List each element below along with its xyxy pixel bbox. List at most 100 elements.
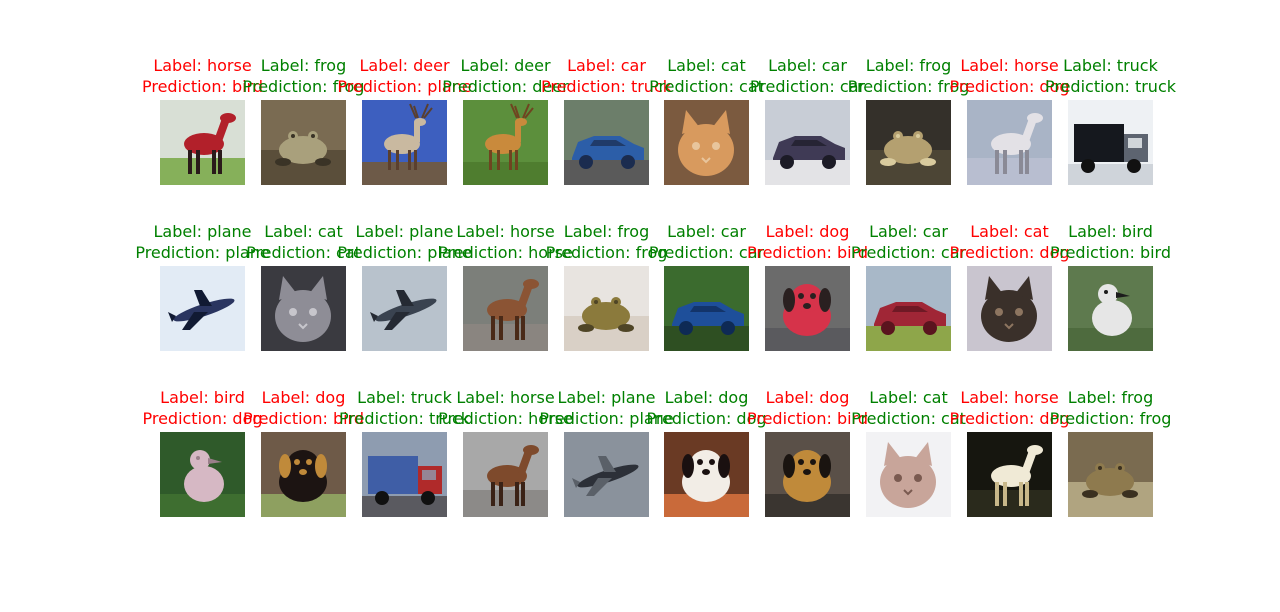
grid-cell: Label: dog Prediction: bird [243,388,364,517]
grid-cell: Label: cat Prediction: cat [851,388,966,517]
label-text: Label: frog [865,56,952,75]
thumbnail-image [967,266,1052,351]
label-text: Label: plane [557,388,656,407]
grid-cell: Label: truck Prediction: truck [1045,56,1176,185]
thumbnail-image [967,100,1052,185]
prediction-text: Prediction: truck [540,77,673,96]
thumbnail-image [160,266,245,351]
label-text: Label: horse [456,222,555,241]
grid-cell: Label: plane Prediction: plane [539,388,674,517]
label-text: Label: car [768,56,847,75]
label-text: Label: cat [970,222,1049,241]
thumbnail-image [362,266,447,351]
thumbnail-image [664,100,749,185]
prediction-text: Prediction: dog [949,409,1070,428]
thumbnail-image [765,432,850,517]
grid-cell: Label: horse Prediction: bird [142,56,263,185]
label-text: Label: deer [460,56,551,75]
prediction-text: Prediction: bird [746,243,869,262]
thumbnail-image [564,266,649,351]
prediction-text: Prediction: frog [545,243,668,262]
thumbnail-image [463,100,548,185]
prediction-text: Prediction: deer [442,77,569,96]
label-text: Label: horse [960,388,1059,407]
thumbnail-image [362,432,447,517]
thumbnail-image [765,100,850,185]
prediction-text: Prediction: dog [949,243,1070,262]
label-text: Label: car [567,56,646,75]
grid-cell: Label: dog Prediction: bird [747,222,868,351]
grid-cell: Label: car Prediction: car [750,56,865,185]
grid-cell: Label: bird Prediction: dog [142,388,263,517]
prediction-text: Prediction: truck [1044,77,1177,96]
grid-cell: Label: horse Prediction: horse [438,222,573,351]
prediction-text: Prediction: plane [337,243,472,262]
label-text: Label: plane [355,222,454,241]
prediction-text: Prediction: plane [539,409,674,428]
grid-cell: Label: frog Prediction: frog [546,222,667,351]
grid-cell: Label: frog Prediction: frog [243,56,364,185]
thumbnail-image [1068,266,1153,351]
label-text: Label: cat [667,56,746,75]
label-text: Label: frog [563,222,650,241]
grid-cell: Label: frog Prediction: frog [848,56,969,185]
prediction-text: Prediction: frog [242,77,365,96]
label-text: Label: deer [359,56,450,75]
prediction-text: Prediction: frog [1049,409,1172,428]
label-text: Label: dog [664,388,749,407]
prediction-text: Prediction: bird [141,77,264,96]
grid-cell: Label: car Prediction: car [851,222,966,351]
label-text: Label: horse [960,56,1059,75]
thumbnail-image [160,432,245,517]
grid-cell: Label: horse Prediction: dog [949,56,1070,185]
label-text: Label: bird [1068,222,1153,241]
prediction-text: Prediction: truck [338,409,471,428]
thumbnail-image [1068,100,1153,185]
prediction-text: Prediction: dog [646,409,767,428]
prediction-text: Prediction: horse [438,409,573,428]
prediction-text: Prediction: cat [649,77,764,96]
grid-cell: Label: car Prediction: truck [541,56,672,185]
prediction-text: Prediction: frog [847,77,970,96]
grid-cell: Label: cat Prediction: cat [246,222,361,351]
grid-cell: Label: frog Prediction: frog [1050,388,1171,517]
grid-cell: Label: cat Prediction: dog [949,222,1070,351]
thumbnail-image [866,100,951,185]
thumbnail-image [160,100,245,185]
grid-cell: Label: horse Prediction: horse [438,388,573,517]
prediction-text: Prediction: dog [142,409,263,428]
prediction-text: Prediction: horse [438,243,573,262]
thumbnail-image [261,100,346,185]
grid-cell: Label: truck Prediction: truck [339,388,470,517]
prediction-text: Prediction: dog [949,77,1070,96]
label-text: Label: frog [1067,388,1154,407]
label-text: Label: cat [264,222,343,241]
prediction-text: Prediction: car [850,243,967,262]
thumbnail-image [866,432,951,517]
label-text: Label: dog [765,388,850,407]
thumbnail-image [664,266,749,351]
thumbnail-image [866,266,951,351]
grid-cell: Label: dog Prediction: bird [747,388,868,517]
grid-cell: Label: cat Prediction: cat [649,56,764,185]
label-text: Label: truck [357,388,452,407]
prediction-text: Prediction: plane [337,77,472,96]
label-text: Label: car [869,222,948,241]
grid-cell: Label: car Prediction: car [649,222,764,351]
label-text: Label: plane [153,222,252,241]
prediction-text: Prediction: cat [851,409,966,428]
thumbnail-image [261,266,346,351]
grid-cell: Label: dog Prediction: dog [646,388,767,517]
label-text: Label: car [667,222,746,241]
prediction-text: Prediction: bird [242,409,365,428]
grid-cell: Label: plane Prediction: plane [337,222,472,351]
thumbnail-image [967,432,1052,517]
thumbnail-image [765,266,850,351]
thumbnail-image [564,432,649,517]
thumbnail-image [1068,432,1153,517]
label-text: Label: dog [261,388,346,407]
prediction-text: Prediction: car [749,77,866,96]
thumbnail-image [261,432,346,517]
grid-cell: Label: bird Prediction: bird [1050,222,1171,351]
